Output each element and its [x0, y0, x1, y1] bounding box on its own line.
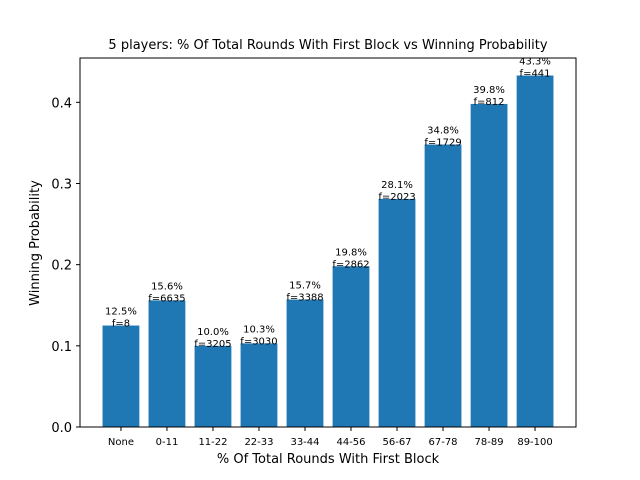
x-tick-label-1: 0-11 [156, 437, 179, 448]
bar-freq-label-8: f=812 [474, 97, 505, 108]
bar-freq-label-2: f=3205 [194, 339, 231, 350]
bar-1 [148, 300, 186, 427]
bar-3 [240, 343, 278, 427]
bar-9 [516, 75, 554, 427]
bar-percent-label-5: 19.8% [335, 247, 367, 258]
x-tick-label-8: 78-89 [475, 437, 504, 448]
bar-percent-label-1: 15.6% [151, 281, 183, 292]
bar-percent-label-0: 12.5% [105, 307, 137, 318]
bar-2 [194, 345, 232, 427]
y-tick-label-3: 0.3 [51, 177, 72, 192]
bar-percent-label-7: 34.8% [427, 126, 459, 137]
y-tick-label-2: 0.2 [51, 259, 72, 274]
x-tick-label-2: 11-22 [198, 437, 227, 448]
x-ticks-group: None 0-11 11-22 22-33 33-44 44-56 56-67 67-78 78… [108, 427, 553, 448]
x-tick-label-0: None [108, 437, 134, 448]
y-axis-label: Winning Probability [28, 180, 43, 306]
y-tick-label-0: 0.0 [51, 421, 72, 436]
bar-freq-label-7: f=1729 [424, 138, 461, 149]
bar-labels-group: 12.5%f=8 15.6%f=6635 10.0%f=3205 10.3%f=303… [105, 57, 551, 350]
x-tick-label-6: 56-67 [382, 437, 411, 448]
y-tick-label-4: 0.4 [51, 96, 72, 111]
bar-freq-label-4: f=3388 [286, 293, 323, 304]
bar-8 [470, 103, 508, 427]
x-tick-label-9: 89-100 [517, 437, 552, 448]
bar-percent-label-9: 43.3% [519, 57, 551, 68]
bar-freq-label-1: f=6635 [148, 293, 185, 304]
bar-0 [102, 325, 140, 427]
bar-4 [286, 299, 324, 427]
x-tick-label-5: 44-56 [336, 437, 365, 448]
bar-percent-label-3: 10.3% [243, 324, 275, 335]
bar-5 [332, 266, 370, 427]
bar-freq-label-5: f=2862 [332, 259, 369, 270]
plot-frame [79, 57, 577, 428]
x-tick-label-7: 67-78 [428, 437, 457, 448]
x-tick-label-3: 22-33 [244, 437, 273, 448]
x-axis-label: % Of Total Rounds With First Block [217, 452, 440, 467]
bar-7 [424, 144, 462, 427]
chart-title: 5 players: % Of Total Rounds With First … [108, 38, 547, 53]
y-tick-label-1: 0.1 [51, 340, 72, 355]
y-ticks-group: 0.0 0.1 0.2 0.3 0.4 [51, 96, 80, 436]
bar-6 [378, 198, 416, 427]
bar-percent-label-2: 10.0% [197, 327, 229, 338]
bars-group [102, 75, 554, 427]
bar-freq-label-0: f=8 [112, 319, 130, 330]
x-tick-label-4: 33-44 [290, 437, 319, 448]
bar-percent-label-4: 15.7% [289, 281, 321, 292]
bar-percent-label-6: 28.1% [381, 180, 413, 191]
bar-percent-label-8: 39.8% [473, 85, 505, 96]
bar-freq-label-3: f=3030 [240, 336, 277, 347]
bar-freq-label-9: f=441 [520, 69, 551, 80]
bar-freq-label-6: f=2023 [378, 192, 415, 203]
